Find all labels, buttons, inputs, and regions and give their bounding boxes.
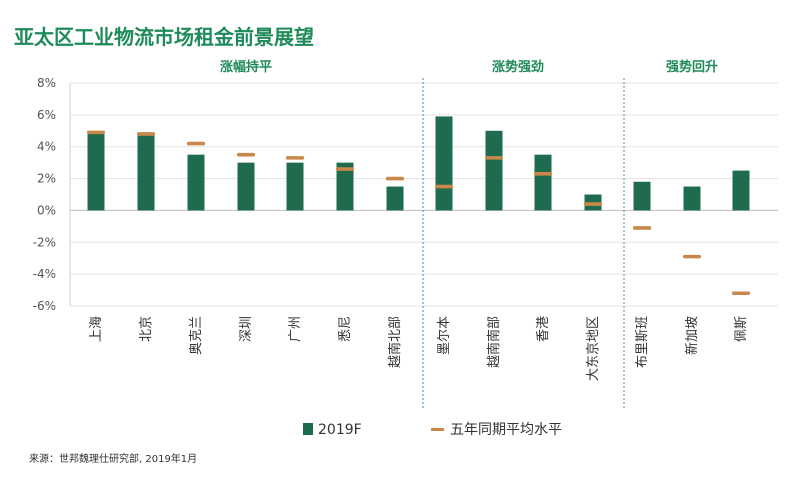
legend-avg-label: 五年同期平均水平 [450,422,562,438]
legend-bar-swatch [303,423,313,435]
x-tick-label: 上海 [89,316,104,342]
avg-marker [187,141,205,146]
y-tick-label: -6% [33,299,56,313]
chart-title: 亚太区工业物流市场租金前景展望 [14,25,314,49]
bars [87,116,750,211]
legend-avg-swatch [431,428,444,431]
y-tick-label: 8% [37,76,56,90]
x-tick-label: 越南南部 [486,316,502,368]
x-tick-label: 越南北部 [387,316,403,368]
x-tick-label: 新加坡 [684,316,700,355]
legend: 2019F 五年同期平均水平 [303,422,562,438]
y-tick-label: 4% [37,140,56,154]
bar [386,186,404,211]
bar [336,162,354,211]
avg-marker [633,226,651,230]
bar [187,154,205,211]
y-tick-label: -4% [33,267,56,281]
group-labels: 涨幅持平 涨势强劲 强势回升 [219,59,718,75]
x-axis-labels: 上海 北京 奥克兰 深圳 广州 悉尼 越南北部 墨尔本 越南南部 香港 大东京地区 布里斯班 新加坡 佩斯 [89,316,749,381]
avg-marker [584,202,602,206]
x-tick-label: 广州 [288,316,303,342]
avg-marker [237,152,255,157]
legend-bar-label: 2019F [318,422,362,438]
avg-markers [87,130,750,296]
avg-marker [286,156,304,160]
group-dividers [422,78,625,410]
bar [237,162,255,211]
bar [435,116,453,211]
x-tick-label: 深圳 [239,316,254,342]
x-tick-label: 墨尔本 [437,316,452,355]
y-axis-ticks: -6% -4% -2% 0% 2% 4% 6% 8% [33,76,56,313]
avg-marker [485,156,503,160]
x-tick-label: 大东京地区 [586,316,601,381]
group-label: 涨势强劲 [491,59,544,75]
group-label: 涨幅持平 [219,59,272,75]
x-tick-label: 布里斯班 [635,316,650,368]
avg-marker [435,184,453,189]
avg-marker [534,171,552,176]
x-tick-label: 香港 [536,316,551,342]
bar [534,154,552,211]
x-tick-label: 北京 [139,316,154,342]
bar [633,181,651,211]
y-tick-label: 0% [37,203,56,217]
bar [683,186,701,211]
group-label: 强势回升 [666,59,718,75]
y-tick-label: 2% [37,172,56,186]
bar [485,130,503,211]
bar [87,132,105,211]
avg-marker [683,254,701,259]
grid [69,82,778,307]
source-note: 来源：世邦魏理仕研究部, 2019年1月 [29,452,197,465]
avg-marker [386,176,404,181]
bar [286,162,304,211]
bar [732,170,750,211]
avg-marker [137,132,155,136]
y-tick-label: -2% [33,235,56,249]
y-tick-label: 6% [37,108,56,122]
avg-marker [732,291,750,296]
bar [137,135,155,211]
x-tick-label: 佩斯 [734,316,749,342]
avg-marker [87,130,105,135]
x-tick-label: 悉尼 [338,316,353,342]
x-tick-label: 奥克兰 [189,316,204,355]
avg-marker [336,167,354,171]
